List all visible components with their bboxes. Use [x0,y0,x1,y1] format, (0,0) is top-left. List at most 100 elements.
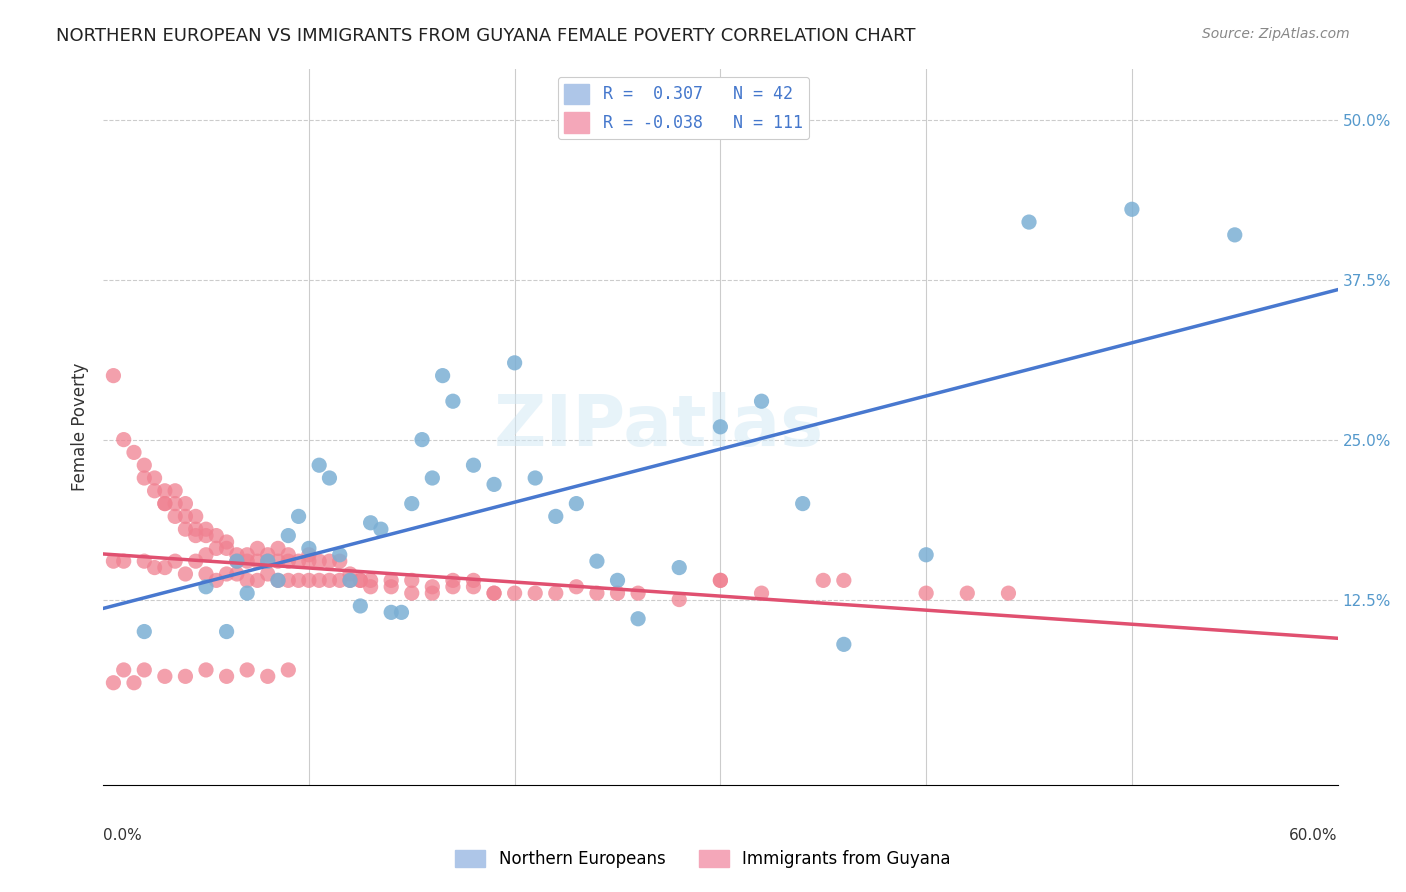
Point [134,458,156,473]
Point [184,528,207,542]
Point [287,509,309,524]
Point [544,586,567,600]
Point [195,566,218,581]
Point [153,497,176,511]
Point [143,560,166,574]
Point [165,483,187,498]
Point [349,599,371,613]
Point [318,471,340,485]
Point [277,548,299,562]
Point [915,586,938,600]
Point [205,541,228,556]
Point [215,624,238,639]
Point [401,586,423,600]
Point [277,528,299,542]
Point [298,541,321,556]
Point [236,663,259,677]
Point [256,548,278,562]
Point [122,445,145,459]
Point [360,580,382,594]
Point [420,580,443,594]
Point [318,554,340,568]
Point [153,497,176,511]
Point [215,566,238,581]
Point [627,612,650,626]
Point [544,509,567,524]
Point [956,586,979,600]
Point [246,541,269,556]
Legend: Northern Europeans, Immigrants from Guyana: Northern Europeans, Immigrants from Guya… [449,843,957,875]
Point [1121,202,1143,217]
Point [165,497,187,511]
Point [380,606,402,620]
Point [482,586,505,600]
Point [606,586,628,600]
Point [103,368,125,383]
Point [103,554,125,568]
Text: NORTHERN EUROPEAN VS IMMIGRANTS FROM GUYANA FEMALE POVERTY CORRELATION CHART: NORTHERN EUROPEAN VS IMMIGRANTS FROM GUY… [56,27,915,45]
Y-axis label: Female Poverty: Female Poverty [72,363,89,491]
Point [832,574,855,588]
Point [380,580,402,594]
Point [195,580,218,594]
Point [225,548,247,562]
Point [709,574,731,588]
Point [329,554,352,568]
Point [236,586,259,600]
Point [174,509,197,524]
Point [112,554,135,568]
Point [391,606,413,620]
Point [298,554,321,568]
Point [153,560,176,574]
Point [349,574,371,588]
Point [174,497,197,511]
Point [165,509,187,524]
Point [153,669,176,683]
Point [225,554,247,568]
Point [236,574,259,588]
Point [277,574,299,588]
Point [997,586,1019,600]
Point [277,663,299,677]
Point [329,548,352,562]
Point [503,356,526,370]
Point [709,419,731,434]
Point [586,554,609,568]
Point [134,663,156,677]
Point [627,586,650,600]
Text: ZIPatlas: ZIPatlas [494,392,824,461]
Point [463,458,485,473]
Point [463,574,485,588]
Point [751,394,773,409]
Point [184,554,207,568]
Point [339,574,361,588]
Point [503,586,526,600]
Point [143,483,166,498]
Point [195,522,218,536]
Point [184,522,207,536]
Text: 60.0%: 60.0% [1289,828,1337,843]
Point [432,368,454,383]
Point [298,548,321,562]
Point [165,554,187,568]
Point [308,574,330,588]
Point [339,574,361,588]
Point [277,554,299,568]
Point [236,554,259,568]
Point [122,675,145,690]
Point [915,548,938,562]
Point [256,554,278,568]
Point [267,554,290,568]
Point [420,586,443,600]
Point [236,548,259,562]
Point [1018,215,1040,229]
Point [524,471,547,485]
Point [153,483,176,498]
Point [267,541,290,556]
Point [370,522,392,536]
Point [195,663,218,677]
Point [751,586,773,600]
Point [441,580,464,594]
Point [256,554,278,568]
Point [792,497,814,511]
